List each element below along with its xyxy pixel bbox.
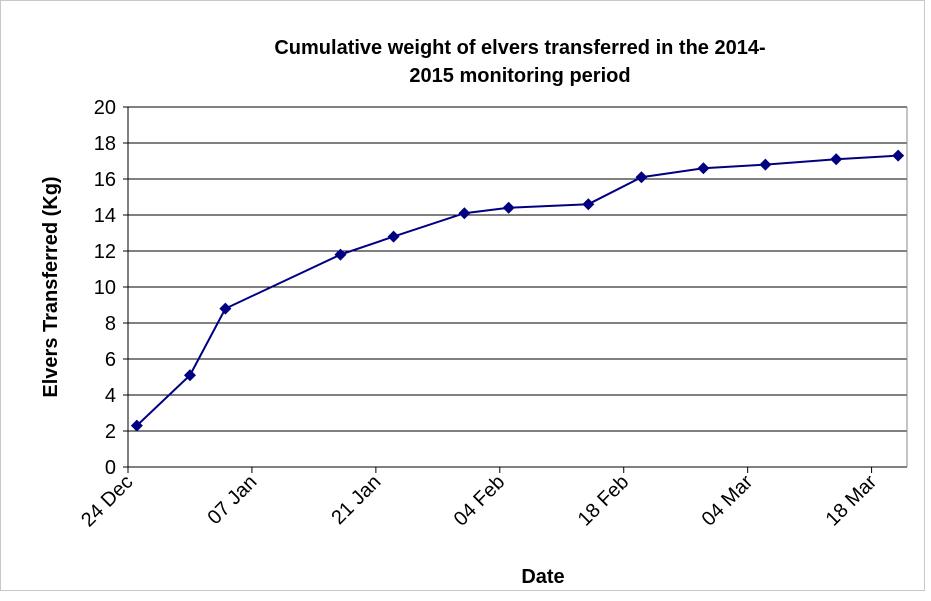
y-tick-label: 20 (94, 97, 116, 119)
data-point (130, 419, 143, 432)
y-tick-label: 16 (94, 169, 116, 191)
y-tick-label: 8 (105, 313, 116, 335)
data-point (334, 248, 347, 261)
y-tick-label: 10 (94, 277, 116, 299)
y-tick-label: 14 (94, 205, 116, 227)
data-point (582, 198, 595, 211)
data-point (892, 149, 905, 162)
data-point (219, 302, 232, 315)
data-point (759, 158, 772, 171)
data-point (697, 162, 710, 175)
y-tick-label: 18 (94, 133, 116, 155)
data-point (183, 369, 196, 382)
y-tick-label: 2 (105, 421, 116, 443)
y-tick-label: 0 (105, 457, 116, 479)
data-point (458, 207, 471, 220)
frame (0, 0, 925, 591)
chart-title: Cumulative weight of elvers transferred … (274, 37, 766, 87)
y-axis-label: Elvers Transferred (Kg) (40, 176, 62, 397)
y-tick-label: 4 (105, 385, 116, 407)
data-point (635, 171, 648, 184)
x-axis-label: Date (521, 566, 564, 588)
data-point (502, 201, 515, 214)
y-tick-label: 12 (94, 241, 116, 263)
data-point (387, 230, 400, 243)
y-tick-label: 6 (105, 349, 116, 371)
data-point (830, 153, 843, 166)
